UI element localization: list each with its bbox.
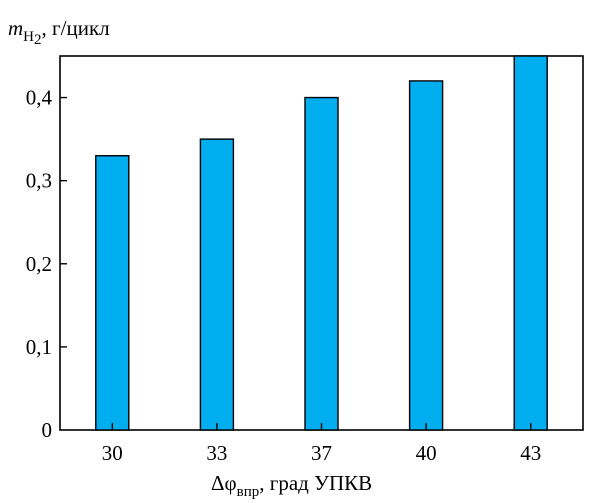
x-tick-label: 37 (311, 441, 332, 465)
y-axis-label: mH2, г/цикл (8, 16, 110, 48)
y-tick-label: 0,3 (26, 169, 52, 193)
y-axis-label-unit: , г/цикл (42, 16, 110, 40)
bar-43 (513, 55, 548, 431)
y-tick-label: 0,4 (26, 86, 53, 110)
x-axis-label: Δφвпр, град УПКВ (211, 471, 372, 500)
bar-40 (408, 80, 444, 431)
x-axis-label-unit: , град УПКВ (259, 471, 372, 495)
bar-33 (199, 138, 235, 431)
y-axis-label-symbol: m (8, 16, 23, 40)
x-tick-label: 40 (416, 441, 437, 465)
y-tick-label: 0 (42, 418, 53, 442)
x-axis-label-sub: впр (237, 484, 260, 500)
x-tick-label: 30 (102, 441, 123, 465)
y-axis-label-sub-index: 2 (34, 32, 42, 48)
x-tick-label: 43 (520, 441, 541, 465)
bars (95, 55, 548, 431)
y-axis-ticks: 0 0,1 0,2 0,3 0,4 (26, 86, 67, 442)
y-tick-label: 0,1 (26, 335, 52, 359)
bar-37 (304, 96, 339, 431)
y-tick-label: 0,2 (26, 252, 52, 276)
x-axis-ticks: 30 33 37 40 43 (102, 423, 541, 465)
y-axis-label-sub: H (23, 29, 34, 45)
x-axis-label-symbol: Δφ (211, 471, 237, 495)
x-tick-label: 33 (206, 441, 227, 465)
bar-30 (95, 155, 130, 431)
